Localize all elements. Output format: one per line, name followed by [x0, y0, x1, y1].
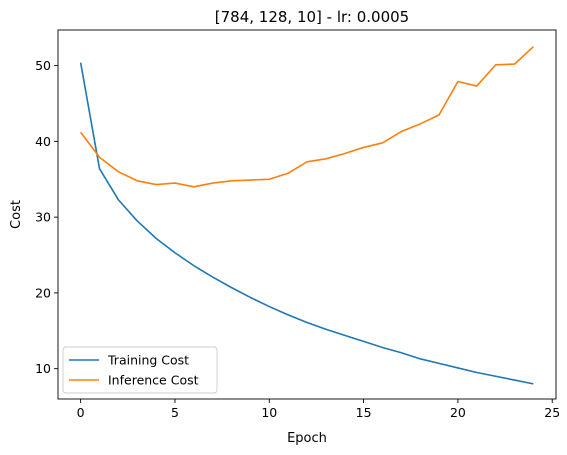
- x-tick-label: 10: [261, 405, 277, 420]
- x-tick-label: 0: [77, 405, 85, 420]
- y-tick-label: 30: [35, 210, 51, 225]
- x-tick-label: 20: [450, 405, 466, 420]
- x-axis-label: Epoch: [287, 431, 327, 446]
- plot-area-frame: [57, 29, 557, 400]
- y-axis-label: Cost: [9, 200, 24, 229]
- legend-box: [62, 346, 218, 394]
- series-line-training-cost: [79, 62, 534, 385]
- y-tick-label: 50: [35, 58, 51, 73]
- x-tick-label: 15: [356, 405, 372, 420]
- chart-title: [784, 128, 10] - lr: 0.0005: [215, 8, 409, 26]
- legend-label-training-cost: Training Cost: [107, 353, 189, 368]
- legend-label-inference-cost: Inference Cost: [108, 373, 199, 388]
- y-tick-label: 10: [35, 361, 51, 376]
- legend: Training Cost Inference Cost: [62, 346, 218, 394]
- x-tick-label: 25: [544, 405, 560, 420]
- y-tick-label: 40: [35, 134, 51, 149]
- y-tick-label: 20: [35, 285, 51, 300]
- x-tick-label: 5: [171, 405, 179, 420]
- series-line-inference-cost: [80, 46, 534, 188]
